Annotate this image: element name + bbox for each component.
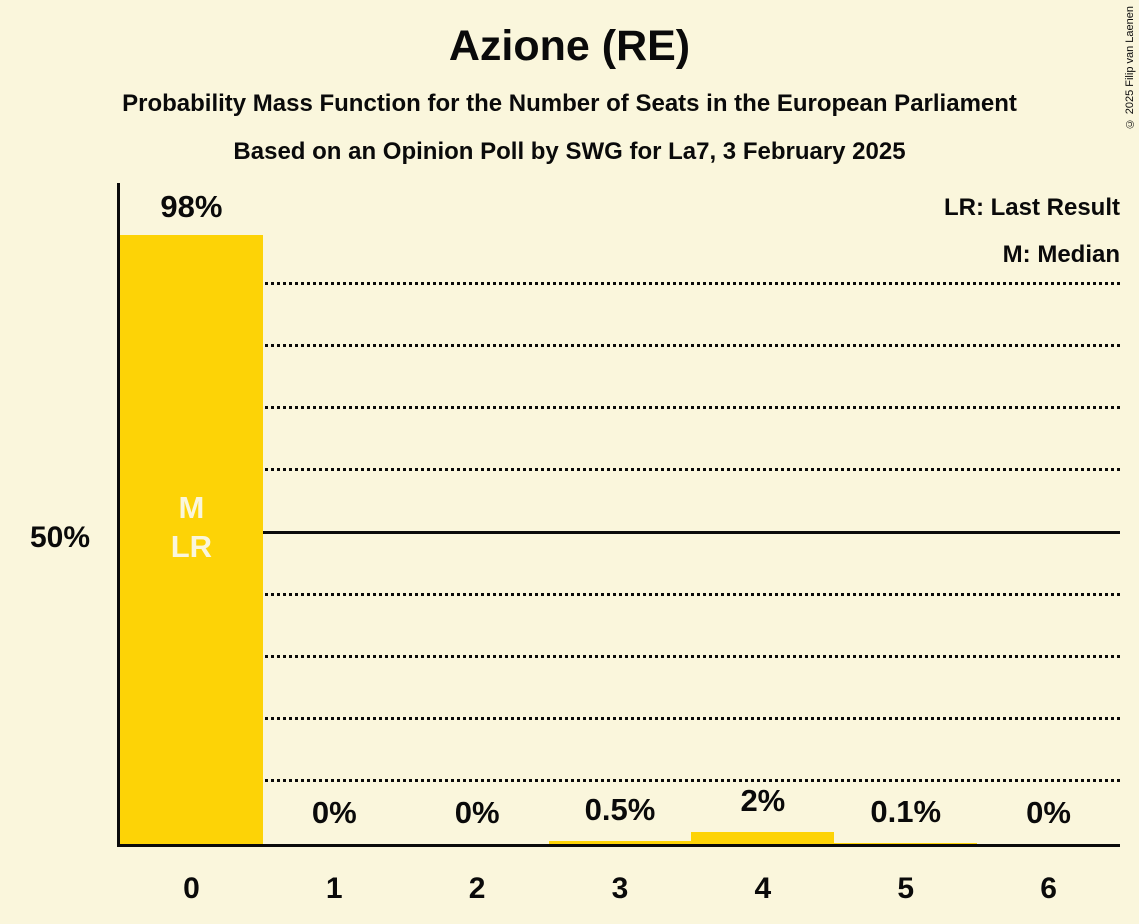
gridline-70 <box>120 406 1120 410</box>
gridline-solid-50 <box>120 530 1120 534</box>
bar-value-label-5: 0.1% <box>870 794 942 830</box>
x-axis-label-1: 1 <box>325 872 343 905</box>
legend-median: M: Median <box>1002 241 1120 268</box>
x-axis-label-0: 0 <box>183 872 200 905</box>
legend: LR: Last Result M: Median <box>944 184 1120 278</box>
bar-seats-4 <box>691 831 835 844</box>
chart-subtitle: Probability Mass Function for the Number… <box>122 90 1017 117</box>
gridline-90 <box>120 282 1120 286</box>
bar-value-label-6: 0% <box>1026 795 1071 830</box>
gridline-20 <box>120 716 1120 720</box>
bar-value-label-1: 0% <box>311 795 357 830</box>
bar-value-label-4: 2% <box>740 782 786 818</box>
bar-annotation-median-lastresult: M LR <box>170 490 213 564</box>
gridline-10 <box>120 778 1120 782</box>
gridline-60 <box>120 468 1120 472</box>
gridline-80 <box>120 344 1120 348</box>
gridline-30 <box>120 654 1120 658</box>
bar-seats-0 <box>120 235 263 844</box>
x-axis-label-6: 6 <box>1040 872 1057 905</box>
bar-seats-3 <box>548 840 692 844</box>
x-axis-label-3: 3 <box>611 872 629 905</box>
legend-last-result: LR: Last Result <box>943 194 1120 221</box>
plot-area: 98% 0% 0% 0.5% 2% 0.1% 0% M LR <box>117 183 1120 847</box>
bar-value-label-0: 98% <box>160 189 223 225</box>
x-axis-label-4: 4 <box>754 872 772 905</box>
y-axis-label-50: 50% <box>29 521 91 554</box>
bar-value-label-3: 0.5% <box>584 791 656 827</box>
chart-poll-source: Based on an Opinion Poll by SWG for La7,… <box>233 138 906 165</box>
x-axis-label-5: 5 <box>897 872 915 905</box>
copyright-notice: © 2025 Filip van Laenen <box>1124 6 1136 130</box>
gridline-40 <box>120 592 1120 596</box>
x-axis-label-2: 2 <box>468 872 486 905</box>
bar-value-label-2: 0% <box>454 795 500 830</box>
chart-title: Azione (RE) <box>448 22 691 70</box>
bar-seats-5 <box>834 843 978 844</box>
